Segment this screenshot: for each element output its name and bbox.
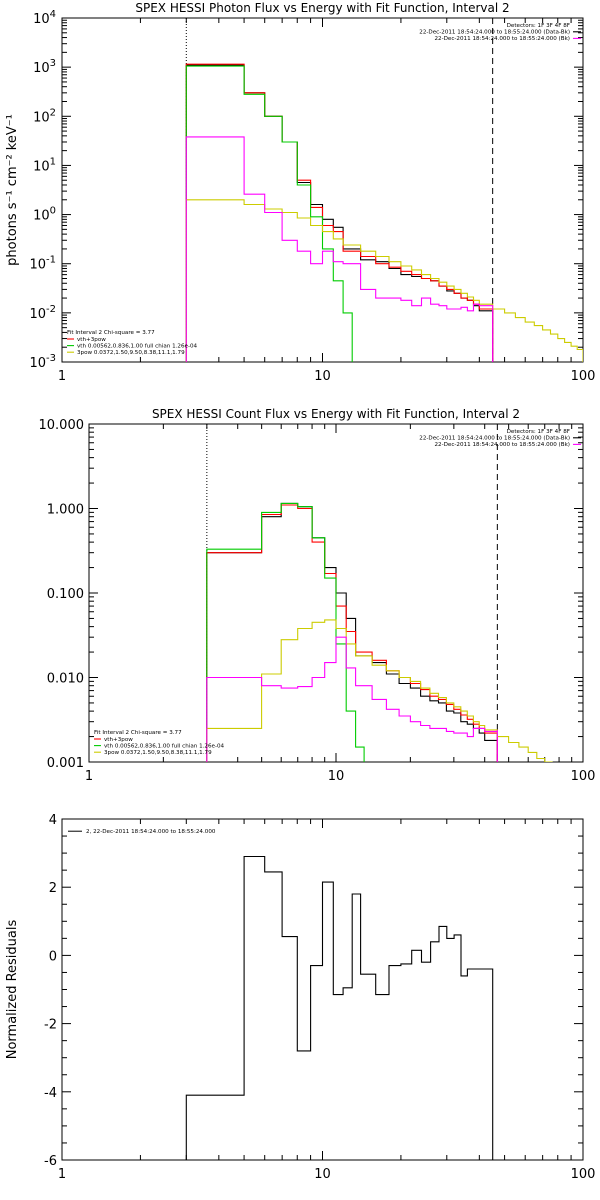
legend-text: 22-Dec-2011 18:54:24.000 to 18:55:24.000…	[419, 436, 570, 442]
series-line-5	[206, 636, 498, 762]
y-axis-label: photons s⁻¹ cm⁻² keV⁻¹	[5, 114, 20, 266]
y-tick-base: 10	[33, 61, 50, 76]
y-tick-exponent: 4	[50, 9, 56, 20]
legend-text: Fit Interval 2 Chi-square = 3.77	[94, 730, 182, 736]
legend-text: Detectors: 1F 3F 4F 8F	[507, 429, 570, 435]
y-tick-exponent: 2	[50, 107, 56, 118]
y-tick-base: 10	[33, 159, 50, 174]
series-line-1	[206, 502, 498, 762]
y-tick-label: 100	[33, 206, 56, 224]
series-line-1	[185, 855, 494, 1160]
fit-legend: Fit Interval 2 Chi-square = 3.77vth+3pow…	[67, 330, 198, 356]
legend-text: vth 0.00562,0.836,1.00 full chian 1.26e-…	[77, 343, 198, 349]
series-line-3	[185, 65, 353, 362]
y-tick-label: -4	[44, 1086, 57, 1101]
residual-legend: 2, 22-Dec-2011 18:54:24.000 to 18:55:24.…	[68, 829, 216, 835]
y-tick-base: 10	[33, 12, 50, 27]
chart-title: SPEX HESSI Photon Flux vs Energy with Fi…	[135, 1, 509, 15]
y-axis-label: Normalized Residuals	[5, 920, 20, 1060]
fit-legend: Fit Interval 2 Chi-square = 3.77vth+3pow…	[94, 730, 225, 756]
y-tick-base: 10	[33, 110, 50, 125]
legend-text: 2, 22-Dec-2011 18:54:24.000 to 18:55:24.…	[86, 829, 216, 835]
y-tick-exponent: 1	[50, 156, 56, 167]
chart-panel-3: 1 10 100 -6 -4 -2 0 2 4 Normalized Residuals 2, 22…	[5, 813, 595, 1182]
x-tick-label: 100	[571, 369, 596, 384]
series-group	[185, 855, 494, 1160]
x-tick-label: 10	[314, 1167, 331, 1182]
y-tick-label: 102	[33, 107, 56, 125]
y-tick-exponent: -3	[46, 353, 56, 364]
legend-text: 22-Dec-2011 18:54:24.000 to 18:55:24.000…	[434, 442, 570, 448]
x-tick-label: 10	[314, 369, 331, 384]
legend-text: 3pow 0.0372,1.50,9.50,8.38,11.1,1.79	[104, 750, 212, 756]
y-tick-label: 0.001	[47, 756, 84, 771]
series-group	[185, 63, 583, 362]
y-tick-label: 1.000	[47, 503, 84, 518]
y-tick-label: 10.000	[39, 418, 85, 433]
y-tick-label: -2	[44, 1018, 57, 1033]
x-tick-label: 100	[571, 1167, 596, 1182]
x-tick-label: 1	[58, 369, 66, 384]
legend-text: 3pow 0.0372,1.50,9.50,8.38,11.1,1.79	[77, 350, 185, 356]
legend-text: 22-Dec-2011 18:54:24.000 to 18:55:24.000…	[434, 36, 570, 42]
plot-frame	[61, 818, 584, 1161]
y-tick-label: 103	[33, 58, 56, 76]
y-tick-label: 0.100	[47, 587, 84, 602]
chart-panel-2: SPEX HESSI Count Flux vs Energy with Fit…	[39, 407, 596, 784]
y-tick-label: 104	[33, 9, 56, 27]
x-tick-label: 1	[85, 769, 93, 784]
series-group	[206, 502, 583, 762]
y-tick-label: 4	[49, 813, 57, 828]
y-tick-base: 10	[29, 258, 46, 273]
legend-text: Detectors: 1F 3F 4F 8F	[507, 23, 570, 29]
y-tick-exponent: -1	[46, 255, 56, 266]
series-line-2	[206, 504, 498, 762]
y-tick-label: 2	[49, 881, 57, 896]
y-tick-label: 10-3	[29, 353, 56, 371]
legend-text: Fit Interval 2 Chi-square = 3.77	[67, 330, 155, 336]
legend-text: vth 0.00562,0.836,1.00 full chian 1.26e-…	[104, 743, 225, 749]
x-tick-label: 10	[328, 769, 345, 784]
series-line-4	[206, 619, 583, 762]
y-tick-label: 101	[33, 156, 56, 174]
y-tick-exponent: 0	[50, 206, 56, 217]
legend-text: 22-Dec-2011 18:54:24.000 to 18:55:24.000…	[419, 30, 570, 36]
legend-text: vth+3pow	[77, 337, 106, 343]
y-tick-exponent: 3	[50, 58, 56, 69]
chart-title: SPEX HESSI Count Flux vs Energy with Fit…	[152, 407, 520, 421]
series-line-3	[206, 502, 365, 762]
y-tick-label: -6	[44, 1154, 57, 1169]
y-tick-base: 10	[33, 209, 50, 224]
series-line-2	[185, 63, 494, 362]
series-line-1	[185, 64, 494, 362]
y-tick-base: 10	[29, 307, 46, 322]
legend-text: vth+3pow	[104, 737, 133, 743]
chart-panel-1: SPEX HESSI Photon Flux vs Energy with Fi…	[5, 1, 595, 384]
y-tick-label: 10-2	[29, 304, 56, 322]
y-tick-label: 0.010	[47, 672, 84, 687]
series-line-5	[185, 136, 494, 362]
y-tick-base: 10	[29, 356, 46, 371]
x-tick-label: 1	[58, 1167, 66, 1182]
y-tick-exponent: -2	[46, 304, 56, 315]
y-tick-label: 10-1	[29, 255, 56, 273]
y-tick-label: 0	[49, 949, 57, 964]
x-tick-label: 100	[571, 769, 596, 784]
series-line-4	[185, 199, 583, 362]
